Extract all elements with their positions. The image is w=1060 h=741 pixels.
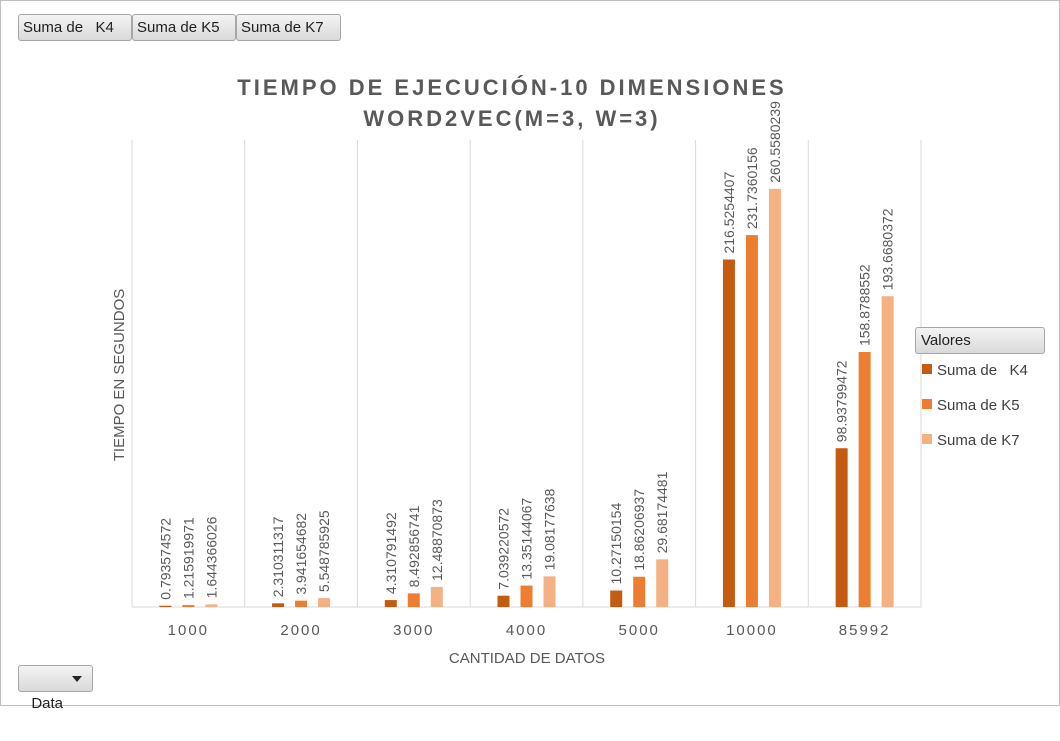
- data-label-k7-85992: 193.6680372: [880, 208, 896, 290]
- bar-k7-10000: [768, 188, 781, 607]
- field-button-suma-k5[interactable]: Suma de K5: [132, 14, 236, 41]
- data-label-k7-5000: 29.68174481: [654, 471, 670, 553]
- x-tick-label-3000: 3000: [393, 622, 434, 639]
- bar-k4-4000: [497, 595, 510, 607]
- bar-k5-4000: [520, 585, 533, 607]
- data-label-k5-1000: 1.215919971: [180, 517, 196, 599]
- data-label-k4-3000: 4.310791492: [383, 512, 399, 594]
- data-label-k7-3000: 12.48870873: [429, 499, 445, 581]
- data-label-k4-5000: 10.27150154: [608, 503, 624, 585]
- x-tick-label-5000: 5000: [619, 622, 660, 639]
- field-button-suma-k4[interactable]: Suma de K4: [18, 14, 132, 41]
- x-tick-label-4000: 4000: [506, 622, 547, 639]
- x-tick-label-2000: 2000: [280, 622, 321, 639]
- x-tick-label-1000: 1000: [168, 622, 209, 639]
- bar-k5-5000: [633, 576, 646, 607]
- field-button-suma-k7[interactable]: Suma de K7: [236, 14, 341, 41]
- bar-k7-1000: [205, 604, 218, 607]
- data-label-k4-1000: 0.793574572: [157, 518, 173, 600]
- data-label-k4-10000: 216.5254407: [721, 172, 737, 254]
- bar-k7-4000: [543, 576, 556, 607]
- bar-k5-10000: [745, 235, 758, 608]
- legend-swatch-icon: [922, 434, 932, 444]
- bar-k4-10000: [722, 259, 735, 607]
- data-label-k5-10000: 231.7360156: [744, 147, 760, 229]
- data-label-k5-5000: 18.86206937: [631, 489, 647, 571]
- legend-swatch-icon: [922, 399, 932, 409]
- x-tick-label-10000: 10000: [726, 622, 778, 639]
- x-axis-label: CANTIDAD DE DATOS: [449, 650, 605, 667]
- bar-k5-3000: [407, 593, 420, 607]
- data-label-k4-4000: 7.039220572: [496, 508, 512, 590]
- legend-swatch-icon: [922, 364, 932, 374]
- data-label-k5-2000: 3.941654682: [293, 513, 309, 595]
- legend-label: Suma de K4: [937, 362, 1028, 379]
- data-label-k5-4000: 13.35144067: [519, 498, 535, 580]
- legend-label: Suma de K5: [937, 397, 1020, 414]
- bar-k4-5000: [610, 590, 623, 607]
- bar-k7-2000: [318, 598, 331, 607]
- data-label-k5-3000: 8.492856741: [406, 505, 422, 587]
- bar-k4-2000: [272, 603, 285, 607]
- chart-title: TIEMPO DE EJECUCIÓN-10 DIMENSIONES: [237, 75, 786, 100]
- bar-chart: TIEMPO DE EJECUCIÓN-10 DIMENSIONES WORD2…: [111, 75, 922, 667]
- bar-k4-1000: [159, 605, 172, 607]
- chart-subtitle: WORD2VEC(M=3, W=3): [363, 106, 660, 131]
- legend-label: Suma de K7: [937, 432, 1020, 449]
- bar-k5-2000: [295, 600, 308, 607]
- data-label-k7-4000: 19.08177638: [542, 488, 558, 570]
- bar-k5-1000: [182, 605, 195, 607]
- x-tick-label-85992: 85992: [839, 622, 891, 639]
- data-label-k5-85992: 158.8788552: [857, 264, 873, 346]
- bar-k5-85992: [858, 352, 871, 607]
- bar-k7-3000: [430, 586, 443, 607]
- data-label-k4-85992: 98.93799472: [834, 360, 850, 442]
- legend-header-button[interactable]: Valores: [915, 327, 1045, 354]
- data-labels: 0.793574572 1.215919971 1.644366026 2.31031…: [157, 101, 895, 600]
- bar-k4-3000: [384, 600, 397, 607]
- data-label-k7-1000: 1.644366026: [203, 516, 219, 598]
- data-label-k7-2000: 5.548785925: [316, 510, 332, 592]
- x-tick-labels: 1000 2000 3000 4000 5000 10000 85992: [168, 622, 891, 639]
- gridlines: [131, 140, 922, 608]
- bar-k4-85992: [835, 448, 848, 607]
- y-axis-label: TIEMPO EN SEGUNDOS: [111, 289, 128, 462]
- legend-item-k4: Suma de K4: [922, 362, 1028, 382]
- data-label-k4-2000: 2.310311317: [270, 516, 286, 597]
- bars: [159, 188, 894, 608]
- legend-item-k7: Suma de K7: [922, 432, 1020, 452]
- data-label-k7-10000: 260.5580239: [767, 101, 783, 183]
- bar-k7-85992: [881, 296, 894, 607]
- legend-item-k5: Suma de K5: [922, 397, 1020, 417]
- dropdown-arrow-icon[interactable]: [72, 676, 82, 682]
- bar-k7-5000: [656, 559, 669, 607]
